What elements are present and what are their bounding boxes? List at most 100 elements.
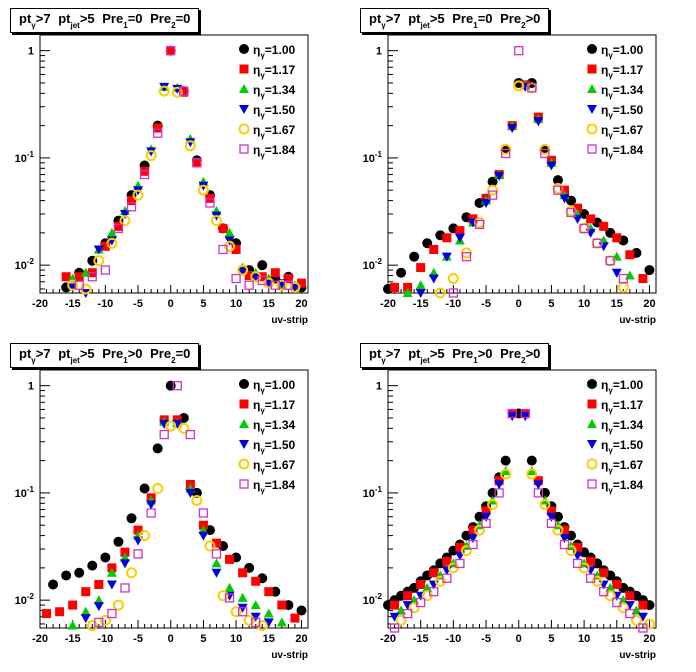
- y-tick-label: 1: [28, 381, 34, 393]
- data-point: [204, 540, 216, 552]
- y-tick-label: 10-1: [363, 485, 383, 500]
- data-point: [112, 599, 124, 611]
- data-point: [559, 539, 570, 550]
- legend-marker: [239, 379, 249, 389]
- legend-entry: ηγ=1.50: [601, 438, 643, 455]
- data-point: [408, 602, 420, 614]
- data-point: [185, 138, 196, 148]
- plot-frame: [387, 369, 657, 629]
- data-point: [68, 600, 78, 610]
- y-tick-label: 10-1: [363, 150, 383, 165]
- data-point: [481, 518, 491, 529]
- data-point: [158, 85, 170, 97]
- data-point: [237, 592, 248, 602]
- legend-entry: ηγ=1.34: [253, 418, 295, 435]
- data-point: [533, 488, 543, 498]
- data-point: [172, 419, 183, 429]
- data-point: [80, 606, 91, 616]
- x-tick-label: -15: [65, 298, 81, 310]
- x-tick-label: -15: [65, 633, 81, 645]
- data-point: [441, 252, 452, 262]
- x-tick-label: 10: [578, 633, 590, 645]
- data-point: [599, 587, 609, 597]
- data-point: [126, 202, 137, 212]
- data-point: [460, 545, 472, 557]
- data-point: [55, 607, 65, 617]
- data-point: [244, 271, 254, 281]
- data-point: [106, 227, 117, 237]
- data-point: [171, 86, 183, 98]
- data-point: [566, 207, 576, 218]
- x-tick-label: -20: [380, 298, 396, 310]
- data-point: [389, 623, 400, 633]
- data-point: [638, 623, 648, 633]
- data-point: [618, 273, 628, 284]
- data-point: [185, 488, 196, 498]
- data-point: [237, 267, 248, 277]
- x-tick-label: 10: [230, 633, 242, 645]
- panel-top-left: -20 -15 -10 -5 0 5 10 15 20 1 10-1 10-2 uv-strip ηγ=1…: [15, 34, 309, 326]
- data-point: [500, 455, 511, 466]
- data-point: [263, 608, 274, 618]
- legend-entry: ηγ=1.00: [253, 378, 295, 395]
- data-point: [526, 455, 537, 466]
- x-tick-label: -10: [445, 298, 461, 310]
- data-point: [126, 567, 138, 579]
- data-point: [390, 282, 400, 292]
- data-point: [140, 166, 150, 176]
- data-point: [224, 227, 235, 237]
- data-point: [455, 226, 465, 236]
- data-point: [256, 620, 268, 632]
- data-point: [507, 408, 517, 419]
- data-point: [585, 573, 596, 583]
- data-point: [276, 279, 288, 291]
- y-tick-label: 10-2: [15, 257, 35, 272]
- data-point: [179, 87, 189, 97]
- data-point: [191, 494, 203, 506]
- legend-marker: [586, 123, 598, 135]
- data-point: [572, 214, 583, 224]
- data-point: [74, 280, 84, 290]
- y-tick-label: 1: [28, 46, 34, 58]
- data-point: [107, 608, 117, 619]
- data-point: [106, 567, 117, 577]
- data-point: [166, 46, 176, 56]
- title-pre1: Pre: [102, 11, 124, 26]
- x-axis-label: uv-strip: [619, 315, 656, 326]
- legend-entry: ηγ=1.84: [601, 478, 643, 495]
- x-axis-label: uv-strip: [271, 650, 308, 661]
- panel-title-bottom-left: ptγ>7 ptjet>5 Pre1>0 Pre2=0: [10, 343, 200, 368]
- data-point: [224, 593, 235, 603]
- data-point: [546, 518, 557, 529]
- legend-marker: [239, 44, 249, 54]
- x-tick-label: 5: [200, 633, 206, 645]
- data-point: [296, 278, 306, 288]
- series-1.50: [389, 412, 648, 622]
- data-point: [611, 268, 622, 278]
- title-pt-gamma: pt: [19, 346, 32, 361]
- data-point: [152, 482, 164, 494]
- data-point: [237, 264, 249, 276]
- data-point: [442, 233, 452, 243]
- x-tick-label: 20: [295, 298, 307, 310]
- panel-title-bottom-right: ptγ>7 ptjet>5 Pre1>0 Pre2>0: [360, 343, 550, 368]
- x-tick-label: 15: [611, 633, 623, 645]
- legend-entry: ηγ=1.84: [253, 143, 295, 160]
- data-point: [283, 280, 294, 290]
- data-point: [448, 288, 459, 298]
- x-tick-label: 5: [200, 298, 206, 310]
- data-point: [428, 274, 439, 284]
- data-point: [415, 289, 426, 298]
- title-pt-jet: pt: [58, 346, 71, 361]
- legend-box: [236, 38, 306, 160]
- title-pt-jet: pt: [408, 346, 421, 361]
- data-point: [520, 408, 530, 419]
- title-pt-jet: pt: [408, 11, 421, 26]
- data-point: [586, 214, 596, 224]
- data-point: [210, 215, 222, 227]
- data-point: [467, 533, 478, 543]
- legend-marker: [587, 44, 597, 54]
- data-point: [487, 184, 499, 196]
- data-point: [605, 256, 615, 266]
